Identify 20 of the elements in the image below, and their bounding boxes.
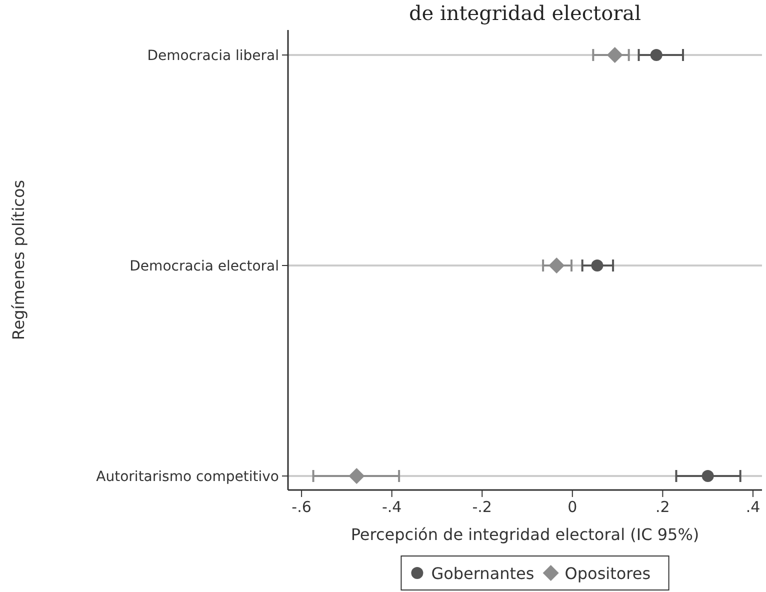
y-tick-label: Democracia liberal (147, 48, 279, 64)
point (348, 468, 365, 484)
y-axis-title: Regímenes políticos (9, 180, 28, 340)
point (702, 470, 714, 482)
x-tick-label: .2 (656, 498, 670, 516)
point (548, 258, 565, 274)
point (591, 260, 604, 272)
chart-title: de integridad electoral (408, 1, 642, 25)
legend-label: Opositores (564, 564, 651, 583)
y-tick-label: Democracia electoral (130, 258, 279, 274)
x-tick-label: 0 (568, 498, 578, 516)
x-tick-label: -.2 (472, 498, 492, 516)
x-tick-label: -.6 (292, 498, 312, 516)
point (606, 47, 623, 63)
x-tick-label: -.4 (382, 498, 402, 516)
point (650, 49, 662, 61)
x-axis-title: Percepción de integridad electoral (IC 95%) (350, 525, 700, 544)
legend-label: Gobernantes (431, 564, 534, 583)
x-tick-label: .4 (746, 498, 760, 516)
y-tick-label: Autoritarismo competitivo (96, 469, 279, 485)
